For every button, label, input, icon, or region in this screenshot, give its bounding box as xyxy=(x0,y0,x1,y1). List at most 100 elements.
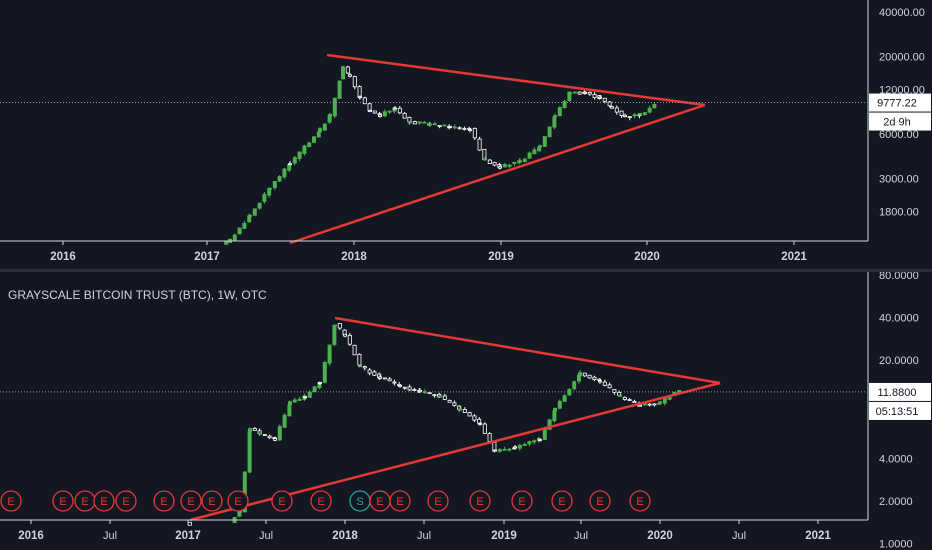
candle-body xyxy=(497,449,502,452)
candle-body xyxy=(547,419,552,430)
candle-body xyxy=(568,92,573,95)
candle-body xyxy=(247,428,252,433)
candle-body xyxy=(392,381,397,384)
candle-body xyxy=(472,415,477,421)
gbtc-chart-pane[interactable]: 80.0000 40.0000 20.0000 4.0000 2.0000 1.0000 2… xyxy=(0,272,932,550)
candle-body xyxy=(352,344,357,356)
earnings-event-icon xyxy=(310,490,332,512)
candle-body xyxy=(267,187,272,190)
event-label: E xyxy=(59,496,66,508)
candle-body xyxy=(532,440,537,443)
candle-body xyxy=(302,145,307,154)
candle-body xyxy=(457,408,462,411)
candle-body xyxy=(647,403,652,406)
candle-body xyxy=(345,66,350,74)
candle-body xyxy=(332,97,337,117)
candle-body xyxy=(587,92,592,95)
candle-body xyxy=(316,131,321,138)
candle-body xyxy=(347,74,352,77)
candle-body xyxy=(572,91,577,94)
candle-body xyxy=(642,112,647,115)
candle-body xyxy=(297,398,302,401)
candle-body xyxy=(592,376,597,381)
candle-body xyxy=(462,409,467,413)
candle-body xyxy=(427,392,432,395)
candle-body xyxy=(477,138,482,151)
earnings-event-icon xyxy=(551,490,573,512)
candle-body xyxy=(417,390,422,392)
time-axis-label: Jul xyxy=(103,530,117,542)
event-label: E xyxy=(187,496,194,508)
candle-body xyxy=(552,116,557,128)
event-label: E xyxy=(160,496,167,508)
candle-body xyxy=(610,106,615,109)
candle-body xyxy=(482,423,487,434)
btc-usd-chart-pane[interactable]: 40000.00 20000.00 12000.00 6000.00 3000.00 18… xyxy=(0,0,932,270)
pane-divider[interactable] xyxy=(0,269,932,272)
candle-body xyxy=(282,414,287,428)
earnings-event-icon xyxy=(115,490,137,512)
candle-body xyxy=(442,124,447,127)
candle-body xyxy=(272,438,277,441)
candle-body xyxy=(452,402,457,406)
candle-body xyxy=(477,423,482,425)
candle-body xyxy=(224,240,229,245)
candle-body xyxy=(287,163,292,166)
candle-body xyxy=(522,158,527,162)
candle-body xyxy=(497,166,502,169)
candle-body xyxy=(632,400,637,403)
candle-body xyxy=(502,163,507,168)
earnings-event-icon xyxy=(52,490,74,512)
candle-body xyxy=(287,164,292,171)
time-axis-label: 2021 xyxy=(805,530,831,542)
candle-body xyxy=(512,161,517,165)
candle-body xyxy=(387,110,392,113)
price-axis-label: 1.0000 xyxy=(879,539,913,550)
event-label: E xyxy=(636,496,643,508)
time-axis-label: 2018 xyxy=(341,251,367,263)
candle-body xyxy=(340,66,345,80)
current-price-tag xyxy=(869,93,931,112)
candle-body xyxy=(652,403,657,406)
candle-body xyxy=(327,344,332,364)
time-axis-label: 2018 xyxy=(332,530,358,542)
candle-body xyxy=(602,381,607,386)
candle-body xyxy=(397,107,402,114)
earnings-event-icon xyxy=(511,490,533,512)
candle-body xyxy=(592,93,597,98)
candle-body xyxy=(482,158,487,161)
chart-title: GRAYSCALE BITCOIN TRUST (BTC), 1W, OTC xyxy=(8,288,267,302)
candle-body xyxy=(287,404,292,417)
candle-body xyxy=(237,227,242,235)
candle-body xyxy=(557,400,562,409)
candle-body xyxy=(577,91,582,95)
candle-body xyxy=(614,107,619,113)
candle-body xyxy=(362,97,367,105)
event-label: E xyxy=(518,496,525,508)
candle-body xyxy=(487,159,492,164)
candle-body xyxy=(332,324,337,327)
candle-body xyxy=(392,107,397,110)
earnings-event-icon xyxy=(227,490,249,512)
candle-body xyxy=(397,385,402,387)
candle-body xyxy=(382,111,387,117)
price-axis-label: 3000.00 xyxy=(879,174,919,186)
event-label: E xyxy=(208,496,215,508)
event-label: S xyxy=(356,496,363,508)
candle-body xyxy=(372,371,377,376)
candle-body xyxy=(557,107,562,117)
candle-body xyxy=(257,202,262,209)
earnings-event-icon xyxy=(427,490,449,512)
candle-body xyxy=(572,381,577,390)
candle-body xyxy=(337,80,342,99)
candle-body xyxy=(297,151,302,159)
candle-body xyxy=(627,399,632,401)
candle-body xyxy=(632,114,637,117)
current-price-tag xyxy=(869,382,931,401)
candle-body xyxy=(432,394,437,397)
candle-body xyxy=(492,449,497,452)
btc-usd-chart[interactable]: 40000.00 20000.00 12000.00 6000.00 3000.00 18… xyxy=(0,0,932,270)
gbtc-chart[interactable]: 80.0000 40.0000 20.0000 4.0000 2.0000 1.0000 2… xyxy=(0,272,932,550)
candle-body xyxy=(357,96,362,99)
candle-body xyxy=(317,382,322,384)
